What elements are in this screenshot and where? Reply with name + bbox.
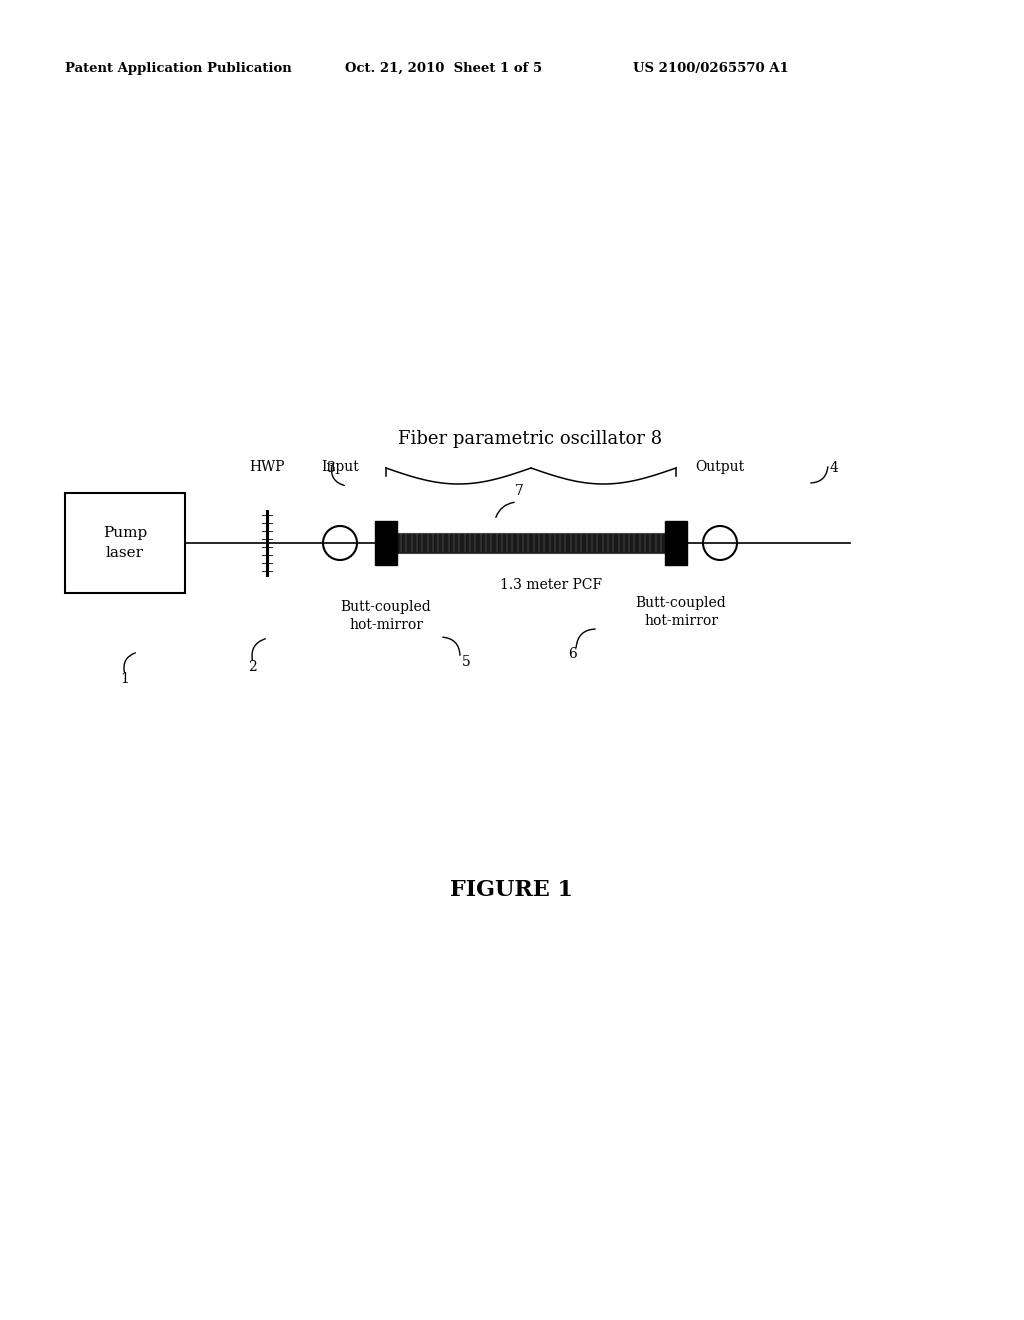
Text: Output: Output — [695, 459, 744, 474]
Bar — [665, 521, 687, 565]
Text: 4: 4 — [830, 461, 839, 475]
Text: US 2100/0265570 A1: US 2100/0265570 A1 — [633, 62, 788, 75]
FancyArrowPatch shape — [442, 638, 460, 655]
FancyArrowPatch shape — [496, 503, 514, 517]
FancyArrowPatch shape — [252, 639, 265, 660]
Text: Pump
laser: Pump laser — [102, 527, 147, 560]
Text: 5: 5 — [462, 655, 471, 669]
Text: Butt-coupled
hot-mirror: Butt-coupled hot-mirror — [636, 597, 726, 628]
FancyArrowPatch shape — [811, 467, 827, 483]
Text: 3: 3 — [327, 461, 336, 475]
Text: Oct. 21, 2010  Sheet 1 of 5: Oct. 21, 2010 Sheet 1 of 5 — [345, 62, 542, 75]
Text: Input: Input — [322, 459, 358, 474]
FancyArrowPatch shape — [124, 653, 135, 672]
Text: 2: 2 — [248, 660, 257, 675]
Text: Fiber parametric oscillator 8: Fiber parametric oscillator 8 — [398, 430, 663, 447]
Bar — [375, 521, 397, 565]
Text: 7: 7 — [515, 484, 524, 498]
Text: Patent Application Publication: Patent Application Publication — [65, 62, 292, 75]
Text: FIGURE 1: FIGURE 1 — [451, 879, 573, 902]
Bar — [65, 492, 185, 593]
Text: 1: 1 — [120, 672, 129, 686]
Text: Butt-coupled
hot-mirror: Butt-coupled hot-mirror — [341, 601, 431, 632]
Text: 1.3 meter PCF: 1.3 meter PCF — [500, 578, 602, 591]
FancyArrowPatch shape — [577, 630, 595, 647]
Bar — [397, 533, 665, 553]
Text: 6: 6 — [568, 647, 577, 661]
Text: HWP: HWP — [249, 459, 285, 474]
FancyArrowPatch shape — [332, 467, 344, 486]
